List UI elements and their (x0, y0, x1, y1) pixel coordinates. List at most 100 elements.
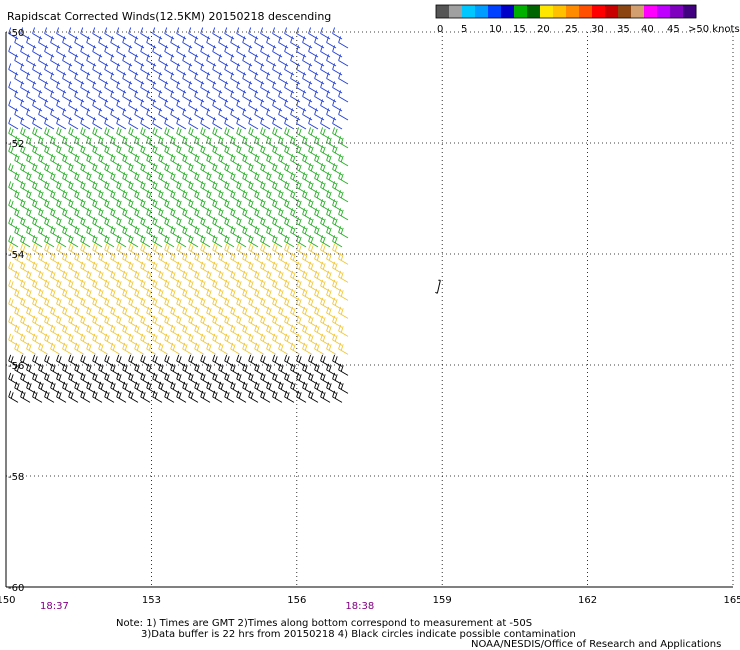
wind-barb (98, 342, 109, 355)
wind-barb (20, 390, 31, 403)
colorbar-swatch (605, 5, 619, 18)
wind-barb (32, 235, 43, 248)
wind-barb (338, 208, 349, 221)
wind-barb (20, 117, 31, 130)
colorbar-label: 40 (641, 24, 654, 35)
wind-barb (272, 235, 283, 248)
wind-barb (188, 235, 199, 248)
wind-barb (56, 390, 67, 403)
wind-barb (338, 270, 349, 283)
wind-barb (248, 390, 259, 403)
wind-barb (38, 342, 49, 355)
wind-barb (332, 390, 343, 403)
wind-barb (236, 235, 247, 248)
wind-barb (224, 235, 235, 248)
wind-barb (332, 235, 343, 248)
colorbar-swatch (618, 5, 632, 18)
colorbar-swatch (683, 5, 697, 18)
wind-barb (104, 390, 115, 403)
wind-barb (50, 342, 61, 355)
wind-barb (176, 390, 187, 403)
wind-barb (224, 390, 235, 403)
wind-barb (338, 342, 349, 355)
colorbar-swatch (631, 5, 645, 18)
wind-barb (338, 381, 349, 394)
chart-title: Rapidscat Corrected Winds(12.5KM) 201502… (7, 10, 331, 23)
colorbar-swatch (566, 5, 580, 18)
colorbar-swatch (501, 5, 515, 18)
wind-barb (200, 117, 211, 130)
wind-barb (92, 390, 103, 403)
wind-barb (56, 117, 67, 130)
wind-barb (320, 235, 331, 248)
wind-barb (14, 342, 25, 355)
credit-line: NOAA/NESDIS/Office of Research and Appli… (471, 639, 722, 650)
colorbar-swatch (514, 5, 528, 18)
wind-barb (80, 235, 91, 248)
wind-barb (308, 235, 319, 248)
wind-barb (212, 235, 223, 248)
note-line-1: Note: 1) Times are GMT 2)Times along bot… (116, 618, 533, 629)
colorbar-label: 35 (617, 24, 630, 35)
wind-barb (188, 117, 199, 130)
wind-barb (314, 342, 325, 355)
wind-barb (56, 235, 67, 248)
colorbar-swatch (579, 5, 593, 18)
wind-barb (116, 117, 127, 130)
time-label: 18:37 (40, 601, 69, 612)
wind-barb (86, 342, 97, 355)
wind-barb (176, 235, 187, 248)
wind-barb (308, 390, 319, 403)
wind-barb (260, 235, 271, 248)
wind-barb (206, 342, 217, 355)
wind-barb (134, 342, 145, 355)
wind-barb (104, 235, 115, 248)
wind-barb (338, 36, 349, 49)
note-line-2: 3)Data buffer is 22 hrs from 20150218 4)… (141, 629, 576, 640)
wind-barb (116, 390, 127, 403)
wind-barb (296, 390, 307, 403)
wind-barb (236, 390, 247, 403)
wind-barb (266, 342, 277, 355)
wind-barb (326, 342, 337, 355)
wind-barb (338, 306, 349, 319)
wind-barb (194, 342, 205, 355)
wind-barb (20, 235, 31, 248)
colorbar-label: 25 (565, 24, 578, 35)
wind-barb (338, 108, 349, 121)
wind-barb (140, 117, 151, 130)
wind-barb (128, 235, 139, 248)
wind-barb (92, 235, 103, 248)
wind-barb (26, 342, 37, 355)
wind-barb (146, 342, 157, 355)
colorbar-label: >50 knots (688, 24, 740, 35)
y-tick-label: -52 (8, 139, 24, 150)
wind-barb (80, 390, 91, 403)
wind-barb (68, 390, 79, 403)
wind-barb (272, 117, 283, 130)
colorbar-label: 0 (437, 24, 443, 35)
wind-barb (212, 117, 223, 130)
wind-barb (164, 117, 175, 130)
wind-barb (128, 390, 139, 403)
wind-barb (230, 342, 241, 355)
x-tick-label: 153 (142, 595, 161, 606)
wind-barb (242, 342, 253, 355)
wind-barb (80, 117, 91, 130)
colorbar-swatch (462, 5, 476, 18)
wind-barb (8, 390, 19, 403)
wind-barb (104, 117, 115, 130)
wind-barb (338, 324, 349, 337)
wind-barb (140, 235, 151, 248)
wind-barb (92, 117, 103, 130)
wind-barb (332, 117, 343, 130)
wind-barb (44, 390, 55, 403)
wind-barb (170, 342, 181, 355)
wind-barb (218, 342, 229, 355)
colorbar-swatch (670, 5, 684, 18)
colorbar-swatch (449, 5, 463, 18)
wind-barb (62, 342, 73, 355)
colorbar-label: 30 (591, 24, 604, 35)
wind-barb (152, 390, 163, 403)
